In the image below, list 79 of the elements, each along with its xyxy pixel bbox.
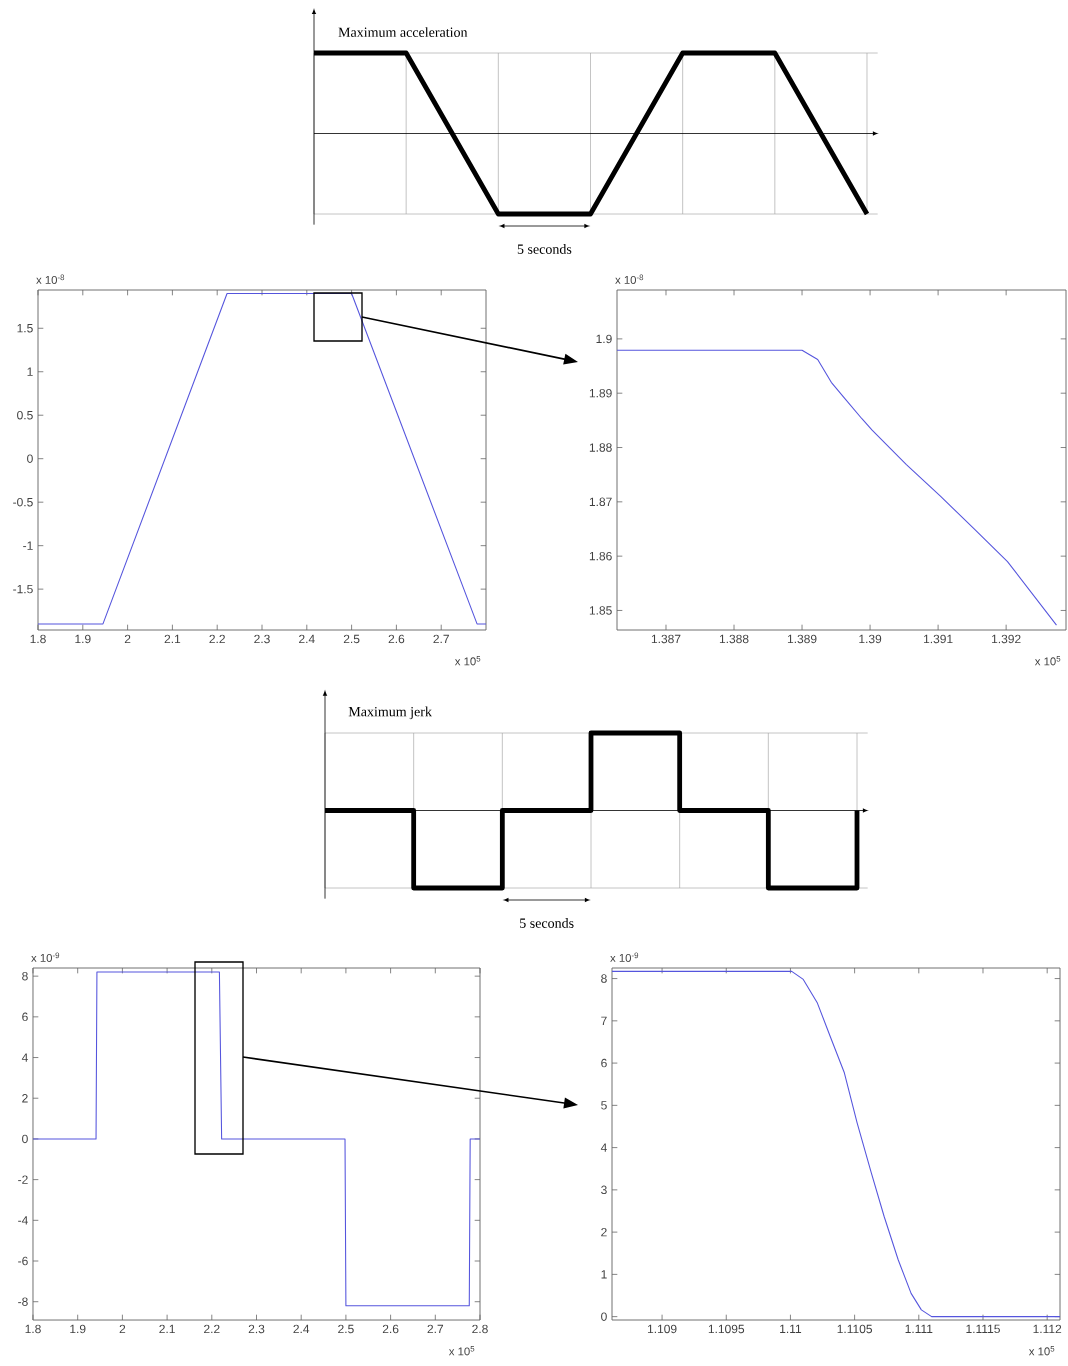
x-tick-label: 1.391 (924, 634, 953, 644)
x-tick-label: 1.8 (25, 1324, 41, 1334)
y-tick-label: 2 (601, 1227, 607, 1237)
y-tick-label: 7 (601, 1016, 607, 1025)
text: 5 seconds (517, 244, 572, 254)
y-tick-label: 1.5 (17, 324, 33, 333)
chart-title: Maximum jerk (348, 706, 432, 720)
x-tick-label: 1.1115 (966, 1324, 1000, 1334)
x-tick-label: 1.1095 (708, 1324, 745, 1334)
y-tick-label: -0.5 (13, 497, 33, 507)
y-axis-title: x 10$^{-9}$ (610, 952, 639, 962)
x-tick-label: 1.111 (905, 1324, 933, 1333)
x-tick-label: 1.39 (859, 634, 882, 644)
y-axis-title: x 10$^{-9}$ (31, 952, 60, 962)
y-tick-label: -4 (18, 1216, 28, 1225)
y-tick-label: 6 (22, 1012, 28, 1022)
y-tick-label: 6 (601, 1058, 607, 1068)
y-tick-label: 1.85 (589, 606, 612, 615)
y-tick-label: 2 (22, 1094, 28, 1103)
x-tick-label: 2.6 (388, 634, 405, 644)
y-tick-label: -1 (23, 541, 33, 550)
y-tick-label: 1 (601, 1270, 607, 1279)
text: 5 seconds (520, 918, 574, 928)
x-tick-label: 1.392 (992, 634, 1021, 644)
x-axis-title: x 10$^{5}$ (454, 656, 481, 666)
y-tick-label: 3 (601, 1185, 607, 1195)
y-tick-label: 0 (22, 1134, 28, 1144)
y-tick-label: 1.88 (589, 443, 612, 452)
line-series (611, 970, 1061, 1318)
y-tick-label: 4 (600, 1143, 607, 1152)
y-tick-label: -1.5 (13, 584, 33, 594)
x-tick-label: 2.4 (293, 1324, 310, 1334)
x-tick-label: 2.1 (159, 1324, 175, 1334)
x-tick-label: 1.109 (647, 1324, 677, 1334)
x-tick-label: 1.8 (30, 634, 46, 644)
y-tick-label: -8 (18, 1297, 28, 1306)
x-tick-label: 2.2 (209, 634, 225, 644)
y-tick-label: -6 (18, 1256, 28, 1266)
y-tick-label: 1 (27, 367, 33, 376)
x-tick-label: 1.387 (651, 634, 681, 644)
x-tick-label: 1.11 (780, 1324, 802, 1333)
x-tick-label: 2.7 (427, 1324, 444, 1334)
y-axis-title: x 10$^{-8}$ (615, 274, 644, 284)
x-tick-label: 2.3 (248, 1324, 265, 1334)
x-tick-label: 2.5 (338, 1324, 354, 1334)
y-tick-label: 4 (21, 1053, 28, 1062)
line-series (616, 349, 1058, 626)
x-tick-label: 2.8 (472, 1324, 488, 1334)
y-axis-title: x 10$^{-8}$ (36, 274, 65, 284)
y-tick-label: 1.86 (589, 551, 612, 561)
x-tick-label: 2.7 (433, 634, 449, 644)
x-tick-label: 2.3 (254, 634, 270, 644)
y-tick-label: 0 (601, 1312, 607, 1321)
y-tick-label: 0 (27, 454, 33, 463)
y-tick-label: 0.5 (17, 410, 33, 420)
y-tick-label: 5 (601, 1101, 607, 1110)
y-tick-label: -2 (18, 1175, 28, 1184)
y-tick-label: 1.9 (596, 334, 612, 344)
x-tick-label: 2.4 (299, 634, 315, 644)
x-tick-label: 2 (119, 1324, 126, 1334)
x-tick-label: 2.2 (204, 1324, 220, 1334)
y-tick-label: 1.89 (589, 388, 612, 398)
y-tick-label: 1.87 (589, 497, 612, 507)
x-tick-label: 2.5 (343, 634, 360, 644)
x-axis-title: x 10$^{5}$ (1028, 1346, 1055, 1356)
x-tick-label: 1.112 (1033, 1324, 1062, 1334)
x-tick-label: 1.388 (719, 634, 749, 644)
x-tick-label: 1.9 (75, 634, 91, 644)
x-tick-label: 2 (124, 634, 131, 644)
x-tick-label: 1.1105 (837, 1324, 873, 1334)
y-tick-label: 8 (22, 971, 28, 981)
x-tick-label: 1.389 (787, 634, 817, 644)
x-tick-label: 2.6 (382, 1324, 399, 1334)
chart-title: Maximum acceleration (338, 27, 468, 38)
x-tick-label: 2.1 (164, 634, 181, 644)
y-tick-label: 8 (601, 974, 607, 983)
x-axis-title: x 10$^{5}$ (1034, 656, 1061, 666)
x-axis-title: x 10$^{5}$ (448, 1346, 475, 1356)
x-tick-label: 1.9 (70, 1324, 86, 1334)
